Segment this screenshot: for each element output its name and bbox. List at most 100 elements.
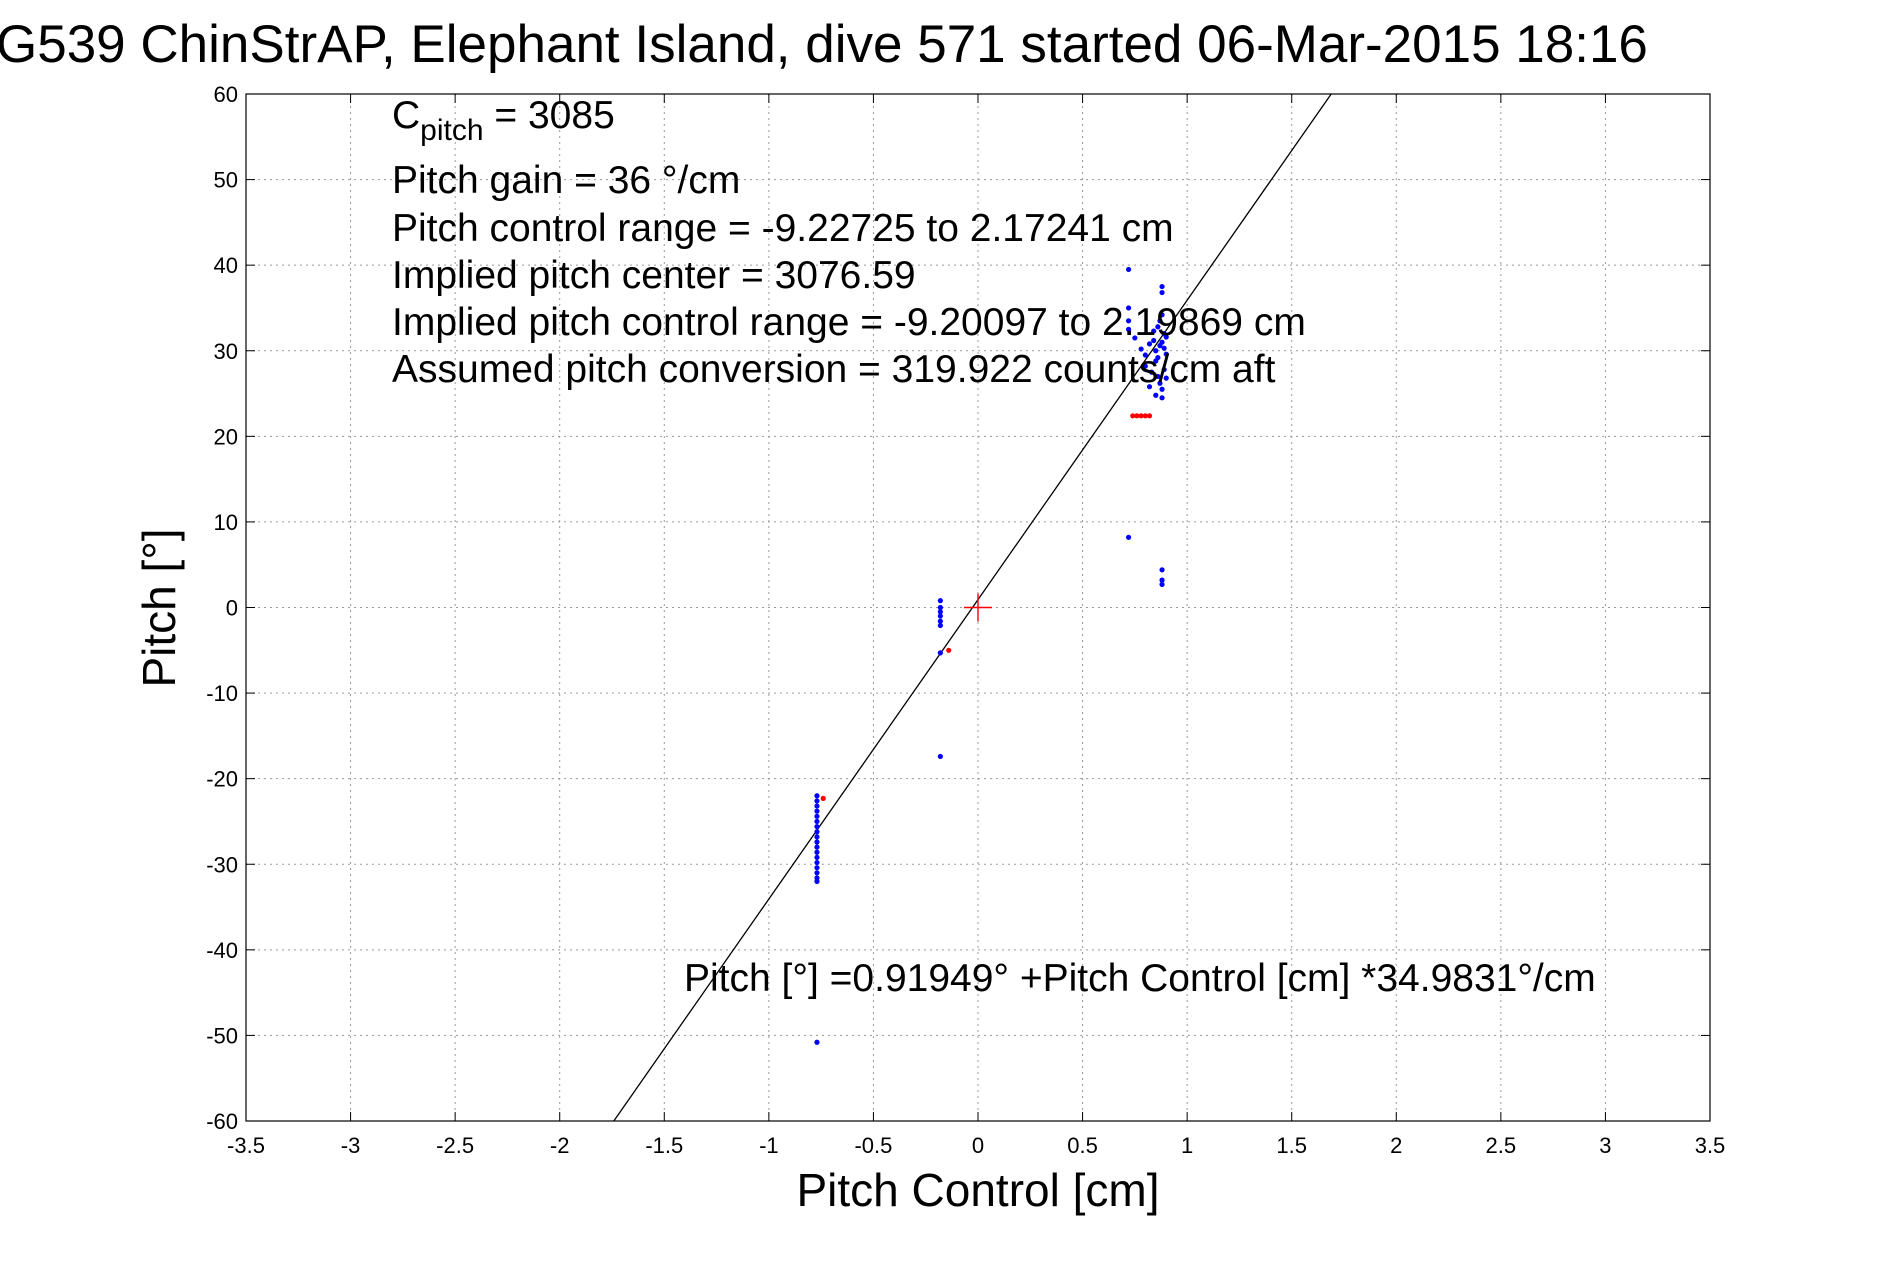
y-tick-label: 0: [226, 596, 238, 621]
data-point: [1161, 345, 1167, 351]
data-point: [814, 1039, 820, 1045]
x-tick-label: 1: [1181, 1133, 1193, 1158]
x-tick-label: -3: [341, 1133, 361, 1158]
data-point: [814, 849, 820, 855]
data-point: [937, 650, 943, 656]
data-point: [937, 598, 943, 604]
pitch-conversion-annotation: Assumed pitch conversion = 319.922 count…: [392, 348, 1276, 391]
data-point: [1159, 289, 1165, 296]
data-point: [1157, 318, 1163, 324]
y-tick-label: 60: [214, 82, 238, 107]
data-point: [1153, 358, 1159, 364]
x-tick-label: -2: [550, 1133, 570, 1158]
data-point: [1146, 384, 1153, 390]
y-tick-label: -50: [206, 1023, 238, 1048]
grid-lines: [246, 94, 1710, 1121]
cpitch-annotation: Cpitch = 3085: [392, 94, 615, 147]
cpitch-subscript: pitch: [420, 114, 483, 147]
data-point: [937, 618, 943, 624]
implied-pitch-center-annotation: Implied pitch center = 3076.59: [392, 254, 916, 297]
x-tick-label: 0: [972, 1133, 984, 1158]
y-axis-label: Pitch [°]: [133, 528, 185, 687]
data-point: [1151, 328, 1157, 334]
data-point: [1125, 326, 1132, 332]
y-tick-label: 10: [214, 510, 238, 535]
data-point: [1146, 341, 1153, 347]
x-tick-label: 0.5: [1067, 1133, 1098, 1158]
data-point: [1161, 366, 1167, 373]
y-tick-label: -10: [206, 681, 238, 706]
data-point: [1142, 363, 1148, 369]
y-tick-label: -60: [206, 1109, 238, 1134]
data-point: [1130, 413, 1136, 419]
data-point: [1159, 339, 1165, 345]
data-point: [1153, 348, 1159, 354]
pitch-gain-annotation: Pitch gain = 36 °/cm: [392, 159, 740, 202]
x-tick-label: 3.5: [1695, 1133, 1726, 1158]
axis-ticks: [245, 93, 1711, 1122]
data-point: [814, 854, 820, 861]
data-point: [814, 865, 820, 871]
data-point: [1163, 375, 1169, 381]
data-point: [1125, 534, 1132, 540]
data-point: [946, 647, 952, 653]
data-point: [1155, 324, 1161, 330]
x-tick-labels: -3.5 -3 -2.5 -2 -1.5 -1 -0.5 0 0.5 1 1.5 2 2.5 3 3.5: [227, 1133, 1725, 1158]
data-point: [820, 795, 826, 801]
data-point: [814, 859, 820, 866]
data-point: [1134, 413, 1140, 419]
data-point: [1159, 395, 1165, 401]
y-tick-label: 30: [214, 339, 238, 364]
center-marker: [964, 593, 992, 622]
data-point: [1157, 380, 1163, 386]
data-point: [1142, 413, 1148, 419]
cpitch-symbol: C: [392, 94, 420, 137]
data-point: [937, 604, 943, 611]
data-point: [1148, 369, 1155, 375]
fit-equation-annotation: Pitch [°] =0.91949° +Pitch Control [cm] …: [684, 957, 1596, 1000]
data-point: [814, 798, 820, 804]
data-point: [937, 622, 943, 629]
x-tick-label: -1: [759, 1133, 779, 1158]
data-point: [1151, 337, 1157, 344]
data-point: [1146, 413, 1153, 419]
data-point: [937, 609, 943, 615]
y-tick-label: 50: [214, 168, 238, 193]
y-tick-label: -20: [206, 767, 238, 792]
data-point: [814, 878, 820, 884]
data-point: [1125, 305, 1132, 311]
data-point: [1159, 386, 1165, 392]
x-tick-label: -1.5: [645, 1133, 683, 1158]
data-point: [1159, 581, 1165, 587]
data-point: [937, 753, 943, 760]
data-point: [814, 823, 820, 830]
y-tick-label: -30: [206, 852, 238, 877]
data-point: [1132, 335, 1138, 341]
data-point: [814, 793, 820, 799]
x-tick-label: 3: [1599, 1133, 1611, 1158]
x-tick-label: 1.5: [1276, 1133, 1307, 1158]
data-point: [1138, 413, 1144, 419]
y-tick-label: 40: [214, 253, 238, 278]
data-point: [1142, 352, 1148, 358]
x-tick-label: 2.5: [1486, 1133, 1517, 1158]
data-point: [1125, 318, 1132, 324]
data-point: [814, 803, 820, 809]
data-point: [814, 834, 820, 840]
data-point: [1138, 346, 1144, 352]
data-point: [1163, 351, 1169, 357]
y-tick-label: -40: [206, 938, 238, 963]
cpitch-value: = 3085: [484, 94, 615, 137]
chart-title: G539 ChinStrAP, Elephant Island, dive 57…: [0, 15, 1648, 74]
x-axis-label: Pitch Control [cm]: [797, 1164, 1160, 1216]
data-point: [814, 813, 820, 819]
data-points: [814, 266, 1169, 1045]
data-point: [1125, 266, 1132, 273]
data-point: [814, 844, 820, 850]
x-tick-label: -0.5: [854, 1133, 892, 1158]
implied-pitch-control-range-annotation: Implied pitch control range = -9.20097 t…: [392, 301, 1306, 344]
data-point: [1153, 392, 1159, 398]
y-tick-labels: -60 -50 -40 -30 -20 -10 0 10 20 30 40 50 60: [206, 82, 238, 1134]
